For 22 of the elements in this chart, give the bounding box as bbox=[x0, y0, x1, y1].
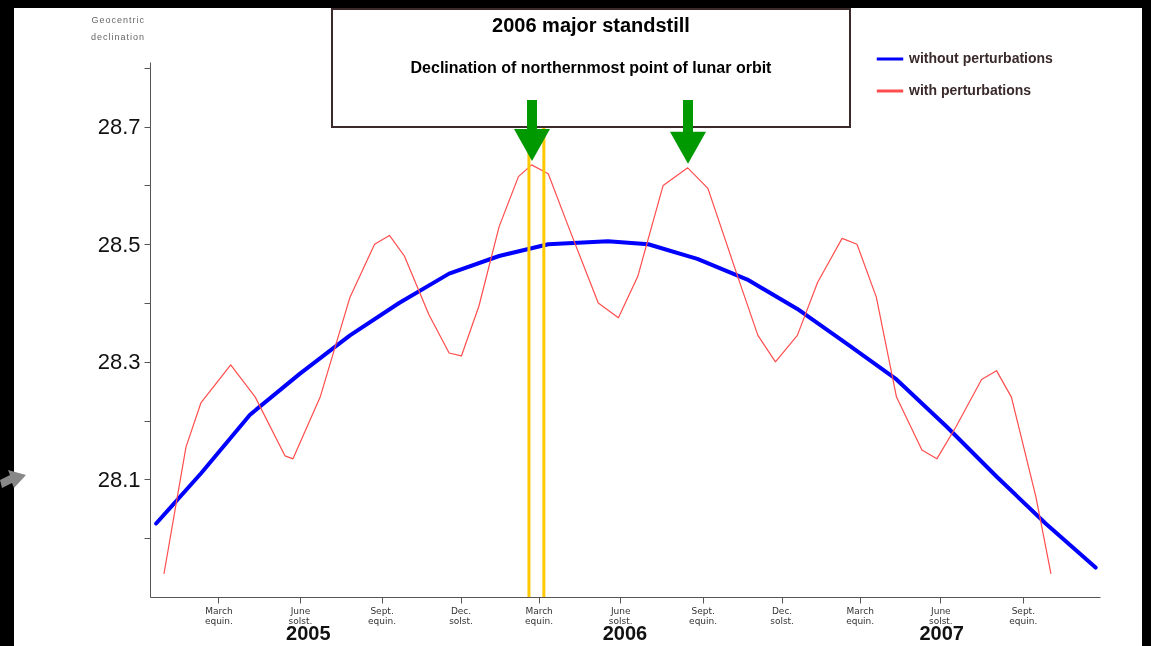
y-axis-title: Geocentric declination bbox=[89, 14, 145, 44]
y-tick-label: 28.5 bbox=[97, 231, 141, 257]
chart-subtitle: Declination of northernmost point of lunar orbit bbox=[409, 59, 773, 77]
y-tick-label: 28.1 bbox=[97, 466, 141, 492]
legend-label: with perturbations bbox=[908, 82, 1032, 98]
line-series bbox=[163, 164, 1052, 575]
y-tick-label: 28.3 bbox=[97, 349, 141, 375]
legend-label: without perturbations bbox=[908, 50, 1054, 66]
x-tick-label: March equin. bbox=[846, 605, 875, 626]
x-tick-label: June solst. bbox=[928, 605, 953, 626]
x-tick-label: Sept. equin. bbox=[368, 605, 397, 626]
line-series bbox=[154, 239, 1098, 570]
x-tick-label: March equin. bbox=[525, 605, 554, 626]
x-tick-label: June solst. bbox=[608, 605, 633, 626]
x-tick-label: Sept. equin. bbox=[1009, 605, 1038, 626]
x-tick-label: June solst. bbox=[288, 605, 313, 626]
x-tick-label: Dec. solst. bbox=[449, 605, 473, 626]
x-tick-label: Dec. solst. bbox=[770, 605, 794, 626]
chart-title: 2006 major standstill bbox=[491, 14, 691, 37]
x-tick-label: March equin. bbox=[204, 605, 233, 626]
y-tick-label: 28.7 bbox=[97, 114, 141, 140]
x-tick-label: Sept. equin. bbox=[689, 605, 718, 626]
